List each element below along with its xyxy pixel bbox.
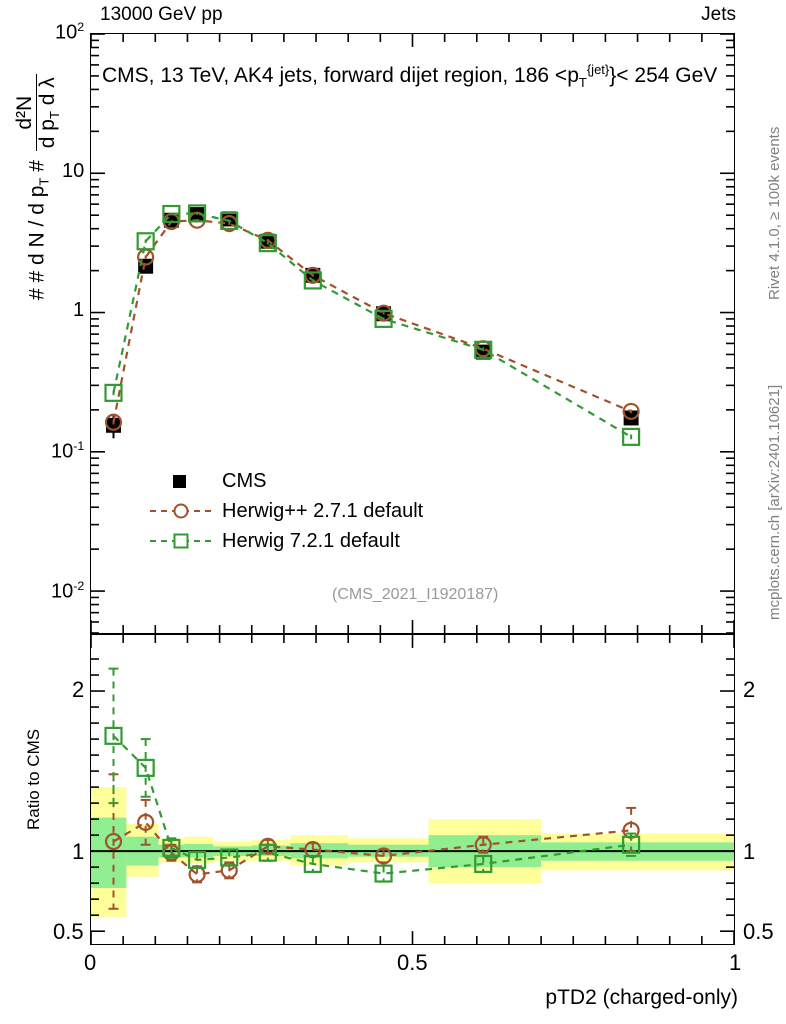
x-tick-label-1: 1 — [729, 950, 742, 975]
ratio-y-tick-label-right-1: 1 — [743, 838, 756, 864]
ratio-plot-panel — [90, 634, 735, 945]
legend-label-herwigpp: Herwig++ 2.7.1 default — [222, 499, 424, 522]
rivet-version-text: Rivet 4.1.0, ≥ 100k events — [766, 126, 783, 300]
y-axis-label-numerator: d²N — [13, 74, 38, 152]
legend-key-herwigpp — [150, 500, 212, 522]
ratio-y-tick-label-right-0.5: 0.5 — [743, 919, 774, 945]
ratio-y-tick-label-left-1: 1 — [72, 838, 85, 864]
x-tick-label-0.5: 0.5 — [397, 950, 428, 975]
y-axis-label-fraction: d²N d pT d λ — [13, 74, 63, 152]
plot-title: CMS, 13 TeV, AK4 jets, forward dijet reg… — [102, 62, 717, 90]
mcplots-source-text: mcplots.cern.ch [arXiv:2401.10621] — [766, 384, 783, 620]
legend-item-herwig7[interactable]: Herwig 7.2.1 default — [150, 526, 423, 556]
y-axis-label-hash1: # — [25, 288, 49, 300]
legend-label-cms: CMS — [222, 469, 267, 492]
plot-title-main: CMS, 13 TeV, AK4 jets, forward dijet reg… — [102, 64, 579, 87]
plot-title-sup: {jet} — [586, 62, 610, 77]
header-category-label: Jets — [701, 4, 736, 25]
main-plot-canvas — [90, 33, 735, 634]
y-tick-label-10: 10 — [62, 159, 85, 182]
y-tick-label-1: 1 — [73, 299, 85, 322]
legend: CMS Herwig++ 2.7.1 default Herwig 7.2.1 … — [150, 466, 423, 556]
header-beam-label: 13000 GeV pp — [100, 4, 223, 25]
ratio-y-axis-label: Ratio to CMS — [24, 728, 43, 830]
legend-key-herwig7 — [150, 530, 212, 552]
main-plot-panel — [90, 33, 735, 634]
den-a: d p — [36, 119, 60, 149]
y-axis-label-hash2: # — [25, 160, 49, 172]
den-b: d λ — [36, 77, 60, 106]
y-axis-label-denominator: d pT d λ — [36, 74, 63, 151]
legend-label-herwig7: Herwig 7.2.1 default — [222, 529, 400, 552]
x-tick-label-0: 0 — [84, 950, 97, 975]
ratio-y-tick-label-left-0.5: 0.5 — [53, 919, 84, 945]
y-tick-label-0.01: 10-2 — [51, 578, 85, 603]
ratio-plot-canvas — [90, 635, 735, 944]
legend-key-cms — [150, 470, 212, 492]
y-axis-label: # # d N / d pT # d²N d pT d λ — [13, 71, 63, 300]
legend-item-cms[interactable]: CMS — [150, 466, 423, 496]
y-axis-label-prefix-sub: T — [36, 177, 52, 186]
y-axis-label-prefix: # d N / d p — [25, 185, 49, 283]
plot-title-tail: }< 254 GeV — [609, 64, 718, 87]
ratio-y-tick-label-right-2: 2 — [743, 677, 756, 703]
legend-item-herwigpp[interactable]: Herwig++ 2.7.1 default — [150, 496, 423, 526]
den-a-sub: T — [47, 111, 63, 120]
plot-title-sub: T — [578, 75, 587, 91]
y-tick-label-100: 102 — [55, 20, 85, 44]
ratio-y-tick-label-left-2: 2 — [72, 677, 85, 703]
y-tick-label-0.1: 10-1 — [51, 439, 85, 463]
analysis-id-watermark: (CMS_2021_I1920187) — [332, 586, 499, 603]
x-axis-label: pTD2 (charged-only) — [545, 986, 738, 1009]
